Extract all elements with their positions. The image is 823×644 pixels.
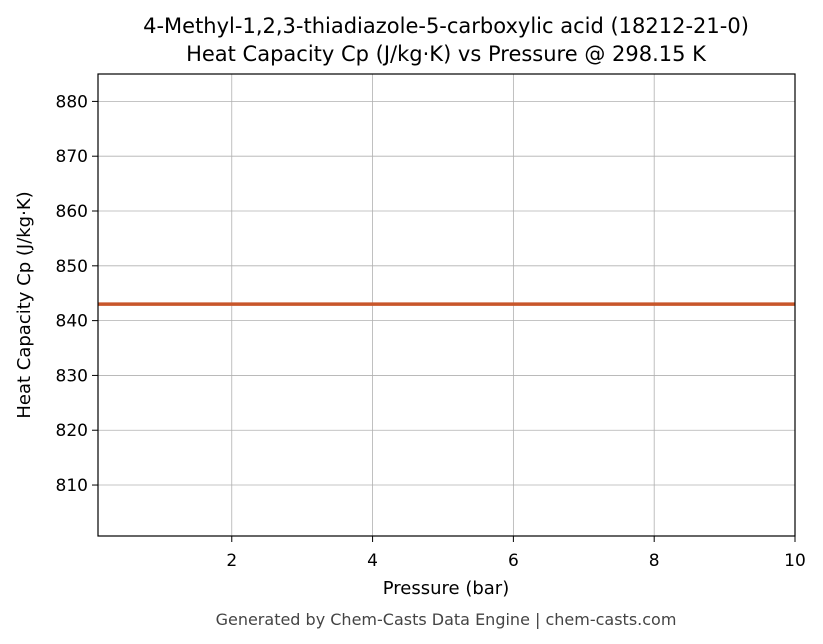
chart-subtitle: Heat Capacity Cp (J/kg·K) vs Pressure @ … — [186, 42, 707, 66]
x-tick-label: 6 — [508, 551, 519, 571]
y-tick-label: 820 — [56, 421, 88, 441]
x-tick-label: 4 — [367, 551, 378, 571]
plot-frame — [97, 73, 796, 537]
y-tick-label: 830 — [56, 366, 88, 386]
y-tick-label: 860 — [56, 202, 88, 222]
chart-title: 4-Methyl-1,2,3-thiadiazole-5-carboxylic … — [143, 14, 749, 38]
x-tick-label: 10 — [784, 551, 806, 571]
footer: Generated by Chem-Casts Data Engine | ch… — [216, 610, 677, 629]
y-tick-label: 880 — [56, 92, 88, 112]
x-axis-label: Pressure (bar) — [383, 578, 509, 599]
y-tick-label: 840 — [56, 312, 88, 332]
x-tick-label: 8 — [649, 551, 660, 571]
y-axis-label: Heat Capacity Cp (J/kg·K) — [14, 191, 35, 418]
y-tick-label: 870 — [56, 147, 88, 167]
x-tick-label: 2 — [226, 551, 237, 571]
y-tick-label: 850 — [56, 257, 88, 277]
y-tick-label: 810 — [56, 476, 88, 496]
